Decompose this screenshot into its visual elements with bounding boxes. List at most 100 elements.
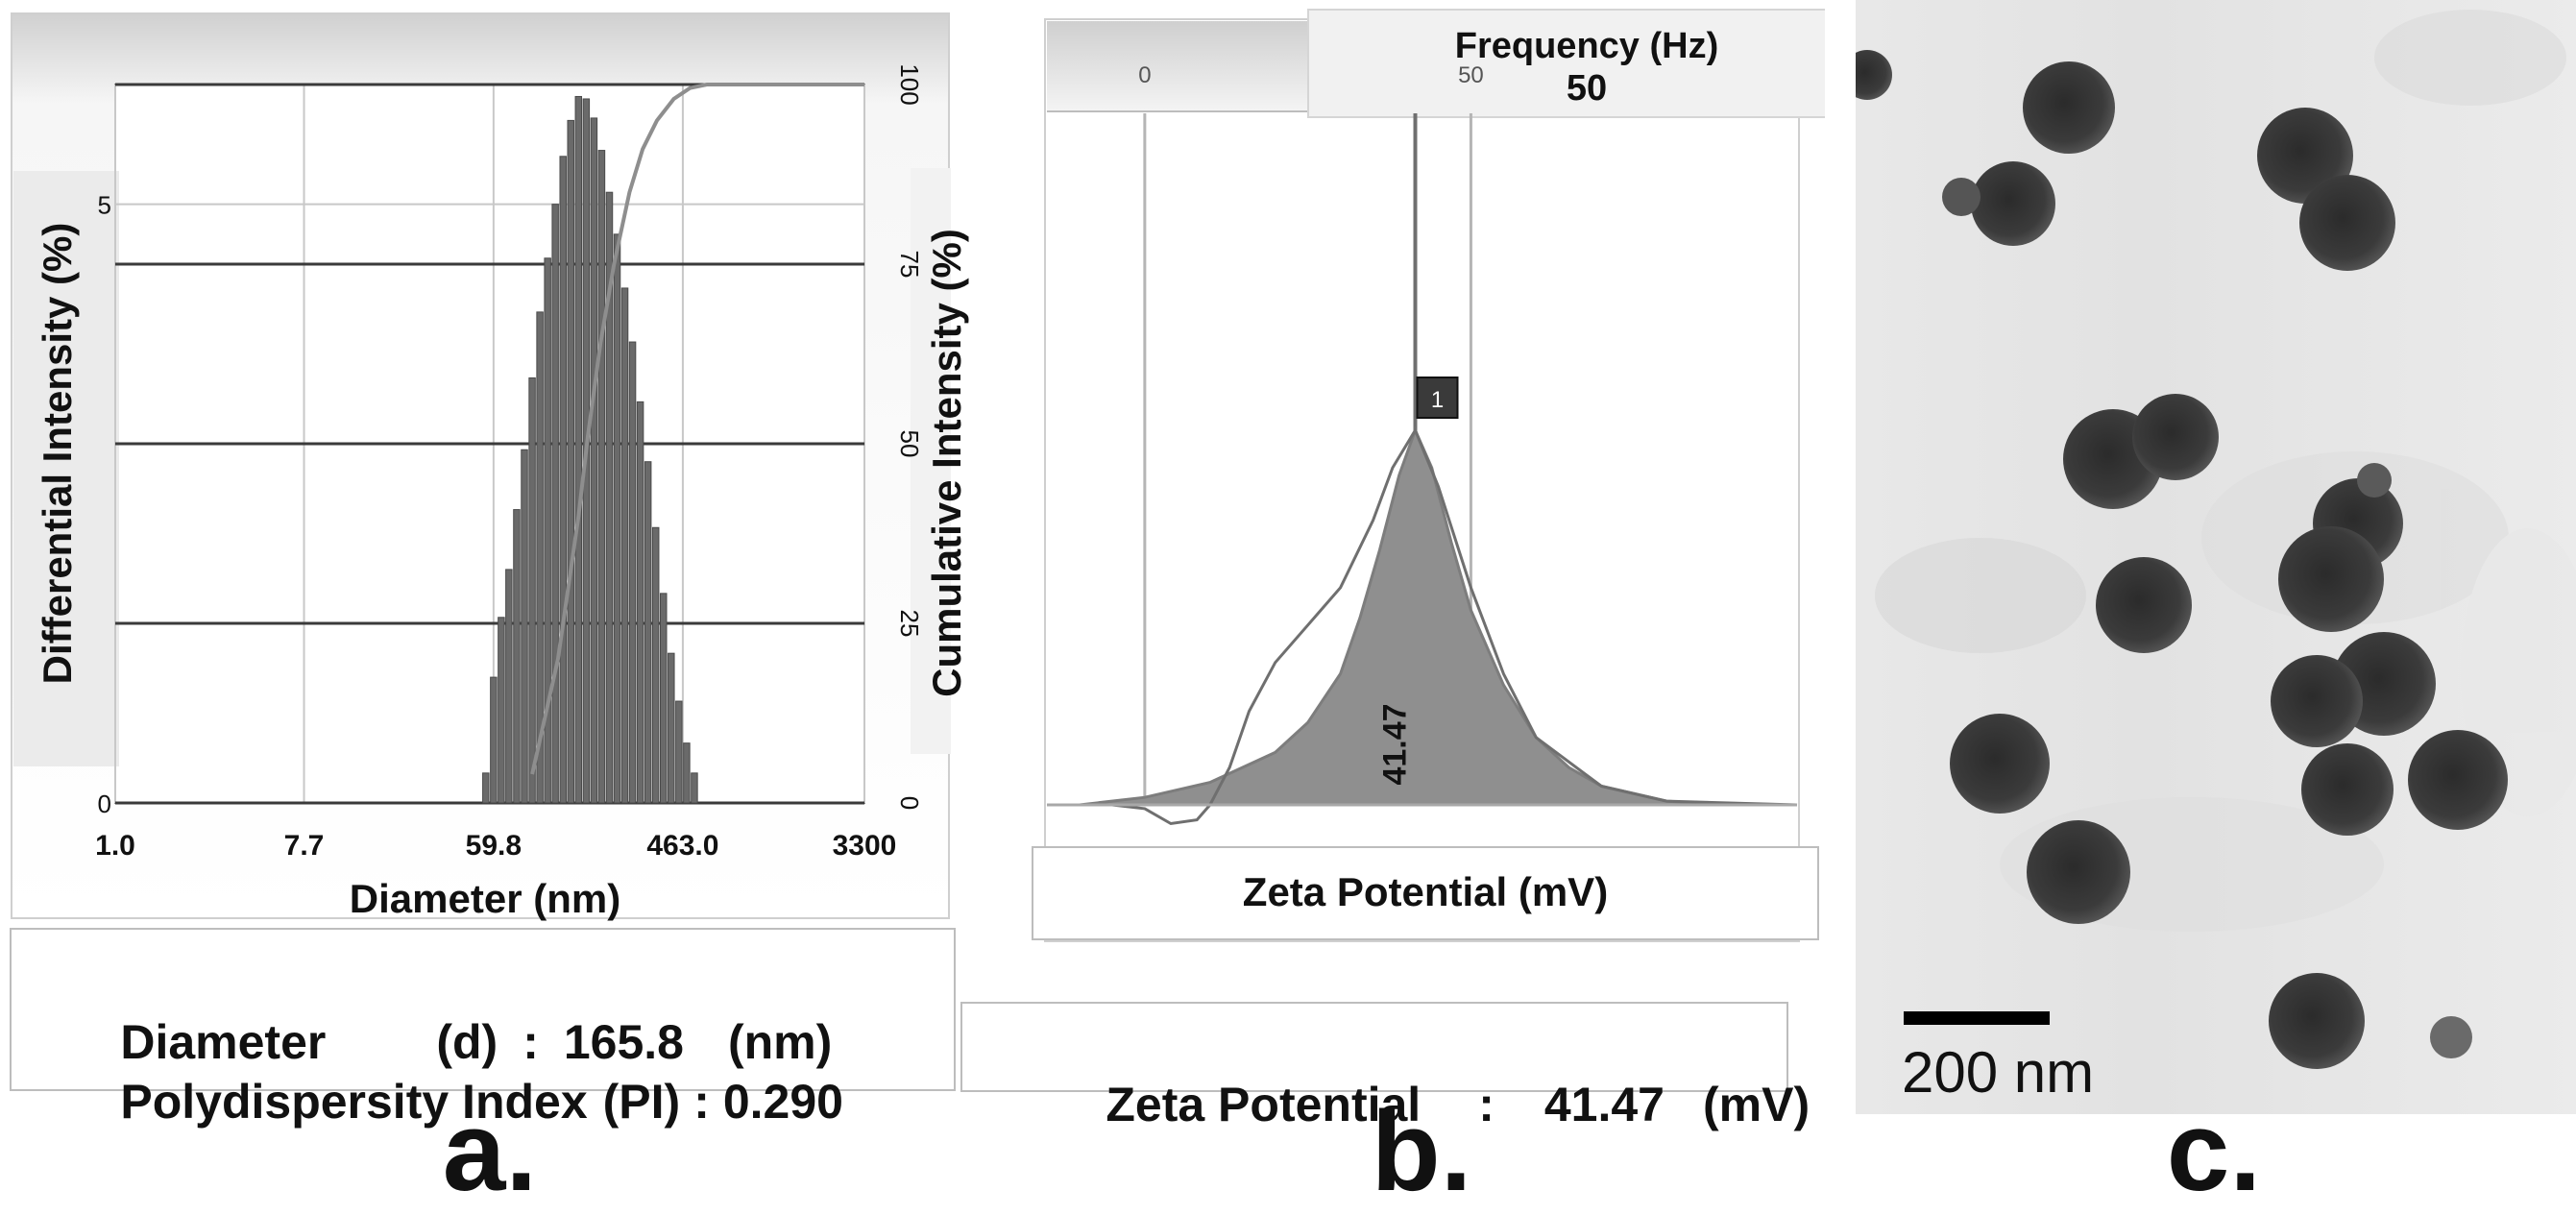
size-bar [628, 341, 637, 804]
size-bar [544, 257, 551, 804]
pi-separator: : [693, 1075, 710, 1129]
y2-tick-label: 25 [895, 610, 924, 638]
panel-label-c: c. [2166, 1088, 2262, 1215]
cumulative-intensity-curve [530, 83, 864, 775]
scale-bar-label: 200 nm [1902, 1040, 2095, 1105]
zeta-potential-chart: Frequency (Hz) 50 0 50 1 41.47 Zeta Potent… [1032, 9, 1825, 942]
size-bar [651, 526, 660, 804]
size-bar [590, 117, 598, 804]
zeta-separator: : [1478, 1078, 1495, 1131]
nanoparticle [2408, 730, 2508, 830]
nanoparticle [2278, 526, 2384, 632]
size-bar [683, 742, 691, 804]
nanoparticle [2357, 463, 2392, 498]
size-bar [528, 377, 536, 804]
diameter-symbol: (d) [436, 1015, 498, 1069]
nanoparticle [1950, 714, 2050, 814]
left-axis-label-backdrop [13, 171, 119, 766]
size-bar [559, 156, 567, 804]
right-axis-label-backdrop [911, 168, 951, 754]
size-bar [597, 150, 606, 804]
nanoparticle [2271, 655, 2363, 747]
zeta-unit: (mV) [1702, 1078, 1810, 1131]
x-tick-label: 1.0 [95, 830, 135, 862]
y-axis-label: Differential Intensity (%) [35, 223, 80, 685]
diameter-row: Diameter (d):165.8 (nm) [40, 959, 832, 1126]
nanoparticle [2301, 743, 2394, 836]
zeta-xlabel-box [1032, 846, 1819, 940]
diameter-unit: (nm) [727, 1015, 833, 1069]
zeta-value: 41.47 [1543, 1078, 1665, 1131]
size-bar [675, 700, 683, 804]
size-distribution-chart: 1.0 7.7 59.8 463.0 3300 0 5 0 25 50 75 100 Diamet… [11, 12, 969, 921]
size-bar [536, 311, 544, 804]
y2-tick-label: 75 [895, 251, 924, 279]
x-tick-label: 59.8 [466, 830, 522, 862]
zeta-grid-label: 0 [1138, 62, 1151, 88]
nanoparticle [2023, 61, 2115, 154]
x-tick-label: 463.0 [646, 830, 718, 862]
scale-bar [1904, 1011, 2050, 1025]
frequency-header-box [1307, 9, 1825, 118]
size-bar [521, 449, 528, 804]
panel-label-b: b. [1371, 1088, 1472, 1215]
diameter-separator: : [522, 1015, 539, 1069]
diameter-value: 165.8 [563, 1015, 684, 1069]
size-bar [551, 204, 559, 804]
x-tick-label: 7.7 [284, 830, 325, 862]
size-bar [605, 191, 614, 804]
size-bar [490, 676, 498, 804]
y-tick-label: 5 [98, 191, 111, 220]
y2-axis-label: Cumulative Intensity (%) [924, 229, 969, 697]
size-bar [660, 593, 668, 804]
zeta-label: Zeta Potential [1106, 1078, 1422, 1131]
frequency-header-title: Frequency (Hz) [1455, 26, 1718, 66]
size-bar [636, 401, 644, 804]
pi-symbol: (PI) [602, 1075, 681, 1129]
tem-image [1856, 10, 2576, 1069]
nanoparticle [1971, 161, 2055, 246]
zeta-x-axis-label: Zeta Potential (mV) [1243, 869, 1608, 914]
size-bar [644, 461, 652, 804]
x-axis-label: Diameter (nm) [350, 876, 620, 921]
size-summary-box: Diameter (d):165.8 (nm) Polydispersity Ind… [10, 928, 956, 1129]
nanoparticle [2096, 557, 2192, 653]
size-bar [513, 509, 521, 804]
peak-marker [1416, 377, 1459, 419]
peak-marker-label: 1 [1431, 387, 1444, 413]
zeta-row: Zeta Potential:41.47 (mV) [1026, 1021, 1810, 1188]
nanoparticle [2027, 820, 2130, 924]
size-bar [482, 772, 490, 804]
nanoparticle [1942, 178, 1981, 216]
nanoparticle [1856, 50, 1892, 100]
y-tick-label: 0 [98, 790, 111, 818]
panel-b: Frequency (Hz) 50 0 50 1 41.47 Zeta Potent… [960, 0, 1854, 1131]
pi-label: Polydispersity Index [120, 1075, 588, 1129]
size-bar [574, 95, 583, 804]
diameter-label: Diameter [120, 1015, 327, 1069]
size-bar [567, 119, 574, 804]
nanoparticle [2430, 1016, 2472, 1058]
frequency-header-value: 50 [1567, 68, 1607, 109]
size-bar [668, 652, 675, 804]
size-bar [613, 233, 621, 804]
size-bar [691, 772, 698, 804]
panel-a: 1.0 7.7 59.8 463.0 3300 0 5 0 25 50 75 100 Diamet… [0, 0, 970, 1129]
zeta-fit-curve [1047, 426, 1798, 826]
pi-row: Polydispersity Index (PI):0.290 [40, 1018, 843, 1185]
zeta-summary-box: Zeta Potential:41.47 (mV) [960, 1002, 1810, 1131]
size-bar [505, 569, 513, 804]
x-tick-label: 3300 [833, 830, 897, 862]
size-bar [620, 287, 629, 804]
tem-micrograph: 200 nm [1856, 0, 2576, 1114]
y2-tick-label: 100 [895, 63, 924, 105]
zeta-grid-label: 50 [1458, 62, 1484, 88]
nanoparticle [2299, 175, 2395, 271]
nanoparticle [2132, 394, 2219, 480]
y2-tick-label: 50 [895, 430, 924, 458]
pi-value: 0.290 [722, 1075, 843, 1129]
size-bar [498, 617, 505, 804]
panel-label-a: a. [442, 1088, 538, 1215]
y2-tick-label: 0 [895, 796, 924, 810]
nanoparticle [2269, 973, 2365, 1069]
